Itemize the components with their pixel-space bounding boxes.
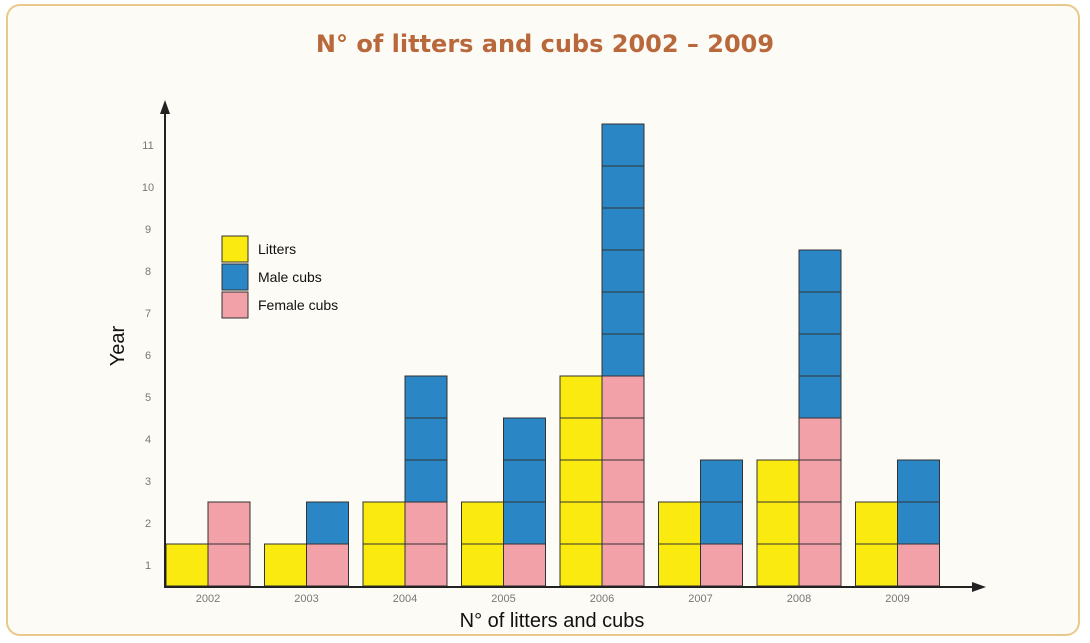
- bar-male-cubs-2008-unit-5: [798, 375, 842, 419]
- bar-litters-2007-unit-2: [658, 501, 701, 545]
- bar-litters-2006-unit-2: [559, 501, 603, 545]
- bar-litters-2006-unit-4: [559, 417, 603, 461]
- bar-male-cubs-2006-unit-6: [601, 333, 645, 377]
- x-tick-label-2003: 2003: [294, 593, 318, 605]
- bar-female-cubs-2006-unit-4: [601, 417, 645, 461]
- bar-male-cubs-2005-unit-3: [503, 459, 546, 503]
- bar-male-cubs-2006-unit-8: [601, 249, 645, 293]
- bar-male-cubs-2005-unit-2: [503, 501, 546, 545]
- bar-female-cubs-2007-unit-1: [700, 543, 743, 587]
- bar-male-cubs-2004-unit-3: [404, 459, 448, 503]
- y-tick-label-8: 8: [145, 266, 151, 278]
- bar-male-cubs-2006-unit-11: [601, 123, 645, 167]
- bar-male-cubs-2008-unit-8: [798, 249, 842, 293]
- x-tick-label-2004: 2004: [393, 593, 417, 605]
- bar-male-cubs-2006-unit-10: [601, 165, 645, 209]
- bar-female-cubs-2005-unit-1: [503, 543, 546, 587]
- legend: Litters Male cubs Female cubs: [221, 235, 338, 319]
- bar-female-cubs-2004-unit-1: [404, 543, 448, 587]
- bar-litters-2006-unit-3: [559, 459, 603, 503]
- bar-female-cubs-2009-unit-1: [897, 543, 940, 587]
- bar-female-cubs-2008-unit-2: [798, 501, 842, 545]
- bar-female-cubs-2006-unit-5: [601, 375, 645, 419]
- bar-male-cubs-2004-unit-5: [404, 375, 448, 419]
- bar-litters-2003-unit-1: [264, 543, 307, 587]
- y-tick-labels: 1 2 3 4 5 6 7 8 9 10 11: [142, 140, 154, 572]
- bar-litters-2004-unit-2: [362, 501, 406, 545]
- bar-male-cubs-2007-unit-3: [700, 459, 743, 503]
- bar-female-cubs-2003-unit-1: [306, 543, 349, 587]
- bar-female-cubs-2006-unit-1: [601, 543, 645, 587]
- x-tick-label-2007: 2007: [688, 593, 712, 605]
- y-tick-label-7: 7: [145, 308, 151, 320]
- bar-litters-2004-unit-1: [362, 543, 406, 587]
- y-tick-label-1: 1: [145, 560, 151, 572]
- x-tick-label-2005: 2005: [491, 593, 515, 605]
- x-axis-title: N° of litters and cubs: [460, 610, 645, 632]
- bar-male-cubs-2007-unit-2: [700, 501, 743, 545]
- bar-female-cubs-2008-unit-4: [798, 417, 842, 461]
- legend-label-male-cubs: Male cubs: [258, 269, 322, 285]
- bar-male-cubs-2004-unit-4: [404, 417, 448, 461]
- bar-female-cubs-2002-unit-1: [207, 543, 251, 587]
- bar-litters-2006-unit-5: [559, 375, 603, 419]
- legend-swatch-litters: [221, 235, 249, 263]
- bar-litters-2005-unit-2: [461, 501, 504, 545]
- bar-male-cubs-2009-unit-3: [897, 459, 940, 503]
- legend-label-litters: Litters: [258, 241, 296, 257]
- x-tick-label-2009: 2009: [885, 593, 909, 605]
- axes-layer: [160, 100, 986, 592]
- bar-litters-2006-unit-1: [559, 543, 603, 587]
- legend-swatch-male-cubs: [221, 263, 249, 291]
- bar-litters-2002-unit-1: [165, 543, 209, 587]
- y-tick-label-9: 9: [145, 224, 151, 236]
- bar-female-cubs-2008-unit-1: [798, 543, 842, 587]
- bar-female-cubs-2002-unit-2: [207, 501, 251, 545]
- legend-label-female-cubs: Female cubs: [258, 297, 338, 313]
- bar-female-cubs-2006-unit-2: [601, 501, 645, 545]
- x-tick-label-2008: 2008: [787, 593, 811, 605]
- bar-male-cubs-2009-unit-2: [897, 501, 940, 545]
- y-tick-label-5: 5: [145, 392, 151, 404]
- x-tick-label-2002: 2002: [196, 593, 220, 605]
- bar-female-cubs-2008-unit-3: [798, 459, 842, 503]
- bar-litters-2008-unit-1: [756, 543, 800, 587]
- y-tick-label-2: 2: [145, 518, 151, 530]
- y-axis-title: Year: [107, 325, 129, 366]
- y-tick-label-3: 3: [145, 476, 151, 488]
- bar-female-cubs-2006-unit-3: [601, 459, 645, 503]
- chart-title: N° of litters and cubs 2002 – 2009: [315, 30, 775, 58]
- y-tick-label-10: 10: [142, 182, 154, 194]
- y-tick-label-6: 6: [145, 350, 151, 362]
- bar-litters-2005-unit-1: [461, 543, 504, 587]
- bar-litters-2007-unit-1: [658, 543, 701, 587]
- x-tick-label-2006: 2006: [590, 593, 614, 605]
- bars-layer: [165, 123, 940, 587]
- y-tick-label-4: 4: [145, 434, 151, 446]
- y-axis-arrow: [160, 100, 170, 114]
- bar-litters-2009-unit-1: [855, 543, 898, 587]
- bar-litters-2008-unit-3: [756, 459, 800, 503]
- bar-male-cubs-2008-unit-6: [798, 333, 842, 377]
- x-tick-labels: 2002 2003 2004 2005 2006 2007 2008 2009: [196, 593, 910, 605]
- bar-male-cubs-2006-unit-7: [601, 291, 645, 335]
- y-tick-label-11: 11: [142, 140, 153, 152]
- bar-male-cubs-2005-unit-4: [503, 417, 546, 461]
- legend-swatch-female-cubs: [221, 291, 249, 319]
- bar-male-cubs-2006-unit-9: [601, 207, 645, 251]
- bar-litters-2009-unit-2: [855, 501, 898, 545]
- bar-litters-2008-unit-2: [756, 501, 800, 545]
- bar-female-cubs-2004-unit-2: [404, 501, 448, 545]
- bar-male-cubs-2008-unit-7: [798, 291, 842, 335]
- bar-male-cubs-2003-unit-2: [306, 501, 349, 545]
- x-axis-arrow: [972, 582, 986, 592]
